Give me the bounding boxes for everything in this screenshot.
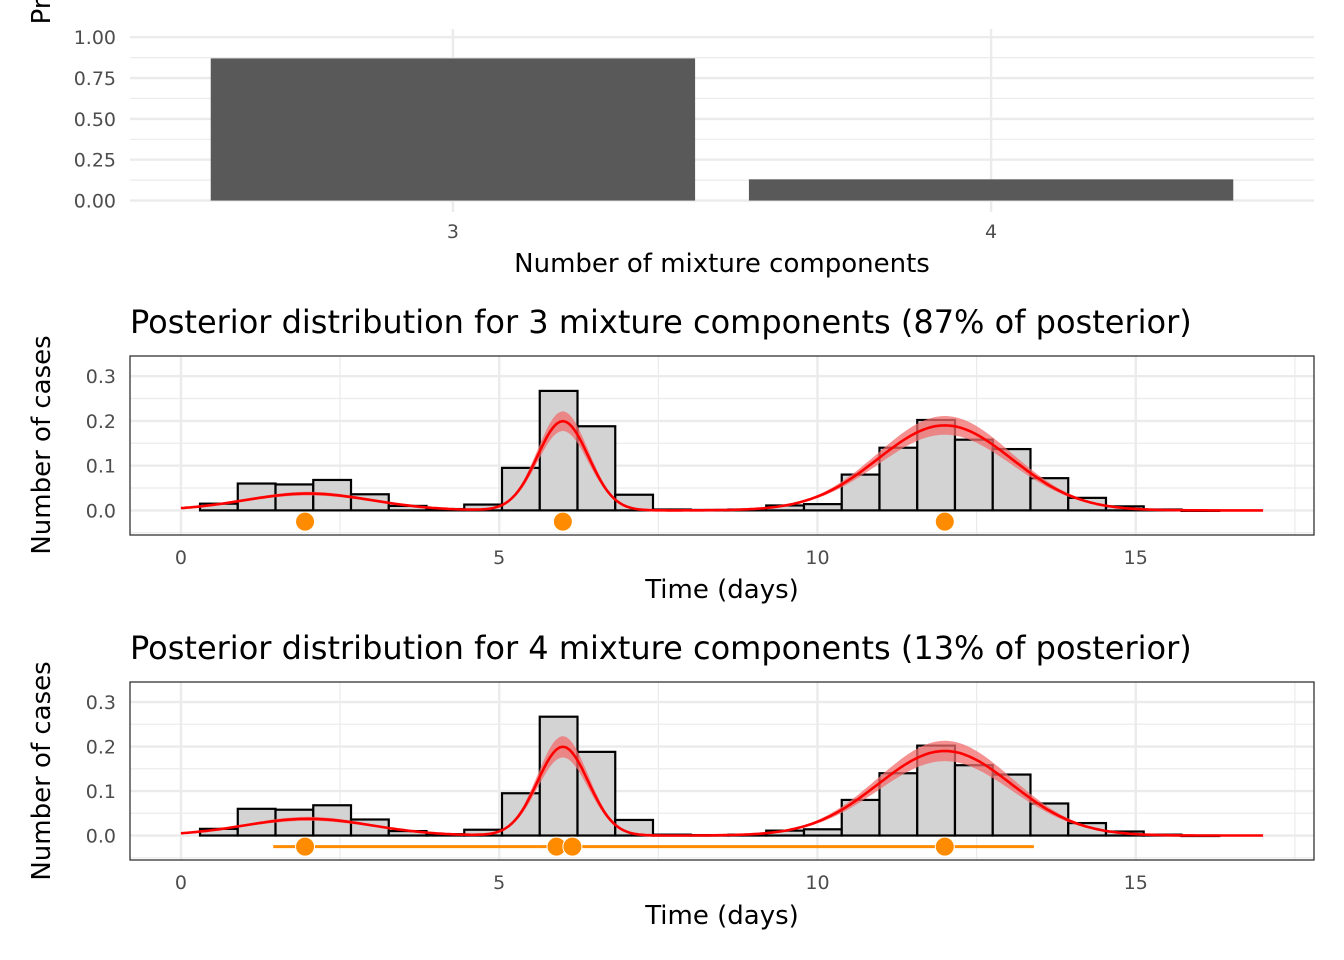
y-tick-label: 0.1	[86, 456, 116, 478]
posterior-density	[180, 736, 1264, 837]
bars	[210, 58, 1234, 201]
panel-border	[129, 355, 1315, 536]
y-tick-labels: 0.00 0.25 0.50 0.75 1.00	[74, 27, 116, 212]
component-mean-point	[934, 511, 955, 532]
x-tick-labels: 0 5 10 15	[175, 872, 1148, 894]
y-tick-label: 0.3	[86, 692, 116, 714]
x-axis-label: Number of mixture components	[514, 249, 930, 279]
x-tick-label: 4	[985, 221, 997, 243]
y-tick-label: 0.0	[86, 500, 116, 522]
component-mean-point	[295, 836, 316, 857]
component-means	[295, 511, 955, 532]
y-tick-label: 0.2	[86, 411, 116, 433]
panel-title: Posterior distribution for 3 mixture com…	[130, 303, 1192, 341]
component-mean-point	[562, 836, 583, 857]
component-mean-point	[295, 511, 316, 532]
y-tick-label: 0.75	[74, 68, 116, 90]
three-component-posterior-panel: Posterior distribution for 3 mixture com…	[27, 303, 1315, 605]
gridlines	[130, 682, 1314, 860]
x-tick-label: 5	[493, 872, 505, 894]
component-mean-point	[552, 511, 573, 532]
y-tick-label: 1.00	[74, 27, 116, 49]
density-line	[180, 745, 1264, 837]
histogram-bin	[953, 764, 994, 837]
x-tick-label: 10	[805, 872, 829, 894]
bar-4	[748, 179, 1234, 201]
y-tick-label: 0.1	[86, 781, 116, 803]
four-component-posterior-panel: Posterior distribution for 4 mixture com…	[27, 629, 1315, 931]
histogram-bin	[274, 483, 315, 512]
x-tick-label: 15	[1124, 547, 1148, 569]
y-axis-label: Number of cases	[27, 335, 57, 554]
x-tick-label: 15	[1124, 872, 1148, 894]
y-tick-label: 0.3	[86, 366, 116, 388]
y-tick-labels: 0.0 0.1 0.2 0.3	[86, 692, 116, 848]
histogram-bin	[802, 503, 843, 512]
y-axis-label: Number of cases	[27, 661, 57, 880]
y-tick-label: 0.2	[86, 737, 116, 759]
density-line	[180, 419, 1264, 512]
x-tick-label: 5	[493, 547, 505, 569]
histogram-bin	[538, 389, 579, 512]
histogram-bin	[274, 808, 315, 837]
y-tick-label: 0.25	[74, 150, 116, 172]
histogram-bin	[538, 715, 579, 837]
x-axis-label: Time (days)	[644, 575, 799, 605]
x-tick-label: 0	[175, 872, 187, 894]
histogram-bin	[802, 828, 843, 837]
y-tick-labels: 0.0 0.1 0.2 0.3	[86, 366, 116, 522]
x-tick-labels: 0 5 10 15	[175, 547, 1148, 569]
component-means	[273, 836, 1034, 857]
panel-border	[129, 681, 1315, 861]
x-tick-label: 10	[805, 547, 829, 569]
y-tick-label: 0.00	[74, 191, 116, 213]
bar-3	[210, 58, 696, 201]
x-tick-label: 3	[447, 221, 459, 243]
histogram-bin	[878, 772, 919, 837]
histogram-bin	[1067, 821, 1108, 837]
y-tick-label: 0.50	[74, 109, 116, 131]
x-axis-label: Time (days)	[644, 901, 799, 931]
posterior-density	[180, 411, 1264, 512]
y-tick-label: 0.0	[86, 826, 116, 848]
x-tick-label: 0	[175, 547, 187, 569]
component-mean-point	[934, 836, 955, 857]
histogram-bin	[1067, 496, 1108, 512]
panel-title: Posterior distribution for 4 mixture com…	[130, 629, 1192, 667]
y-axis-label: Proportion of posterior distribution	[27, 0, 57, 24]
histogram-bin	[953, 438, 994, 512]
